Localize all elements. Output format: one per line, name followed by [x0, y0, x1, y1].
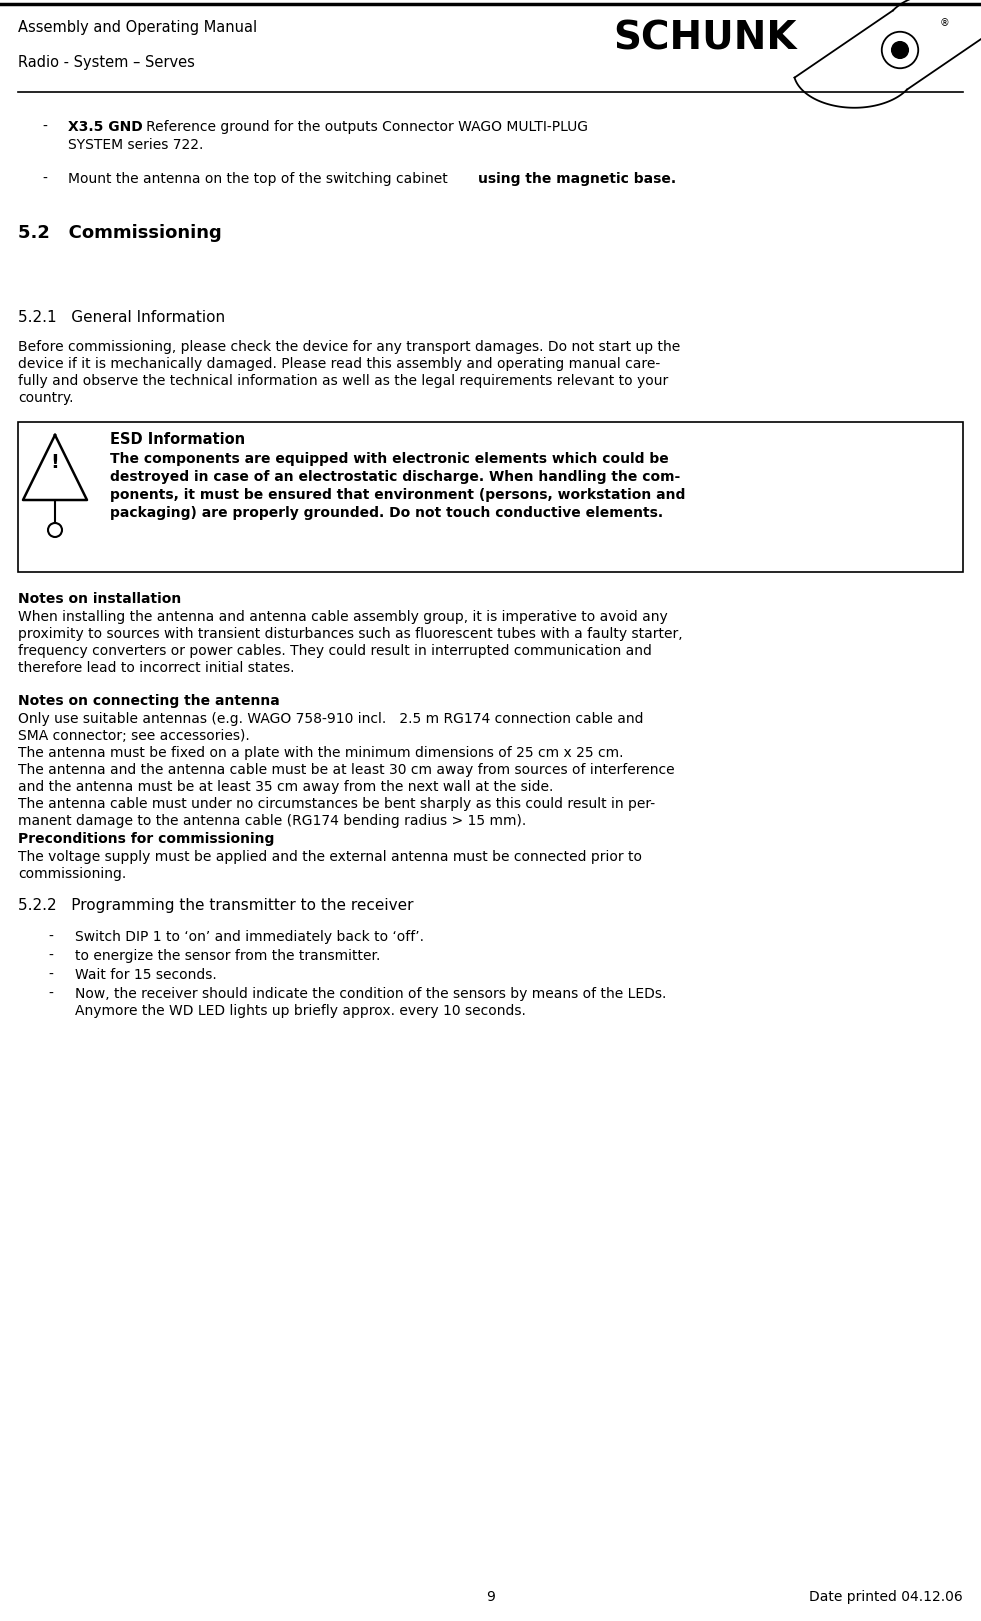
Text: fully and observe the technical information as well as the legal requirements re: fully and observe the technical informat… [18, 374, 668, 387]
Text: The voltage supply must be applied and the external antenna must be connected pr: The voltage supply must be applied and t… [18, 849, 642, 864]
Text: Anymore the WD LED lights up briefly approx. every 10 seconds.: Anymore the WD LED lights up briefly app… [75, 1003, 526, 1018]
Text: Notes on connecting the antenna: Notes on connecting the antenna [18, 694, 280, 708]
Text: proximity to sources with transient disturbances such as fluorescent tubes with : proximity to sources with transient dist… [18, 627, 683, 640]
Text: The components are equipped with electronic elements which could be: The components are equipped with electro… [110, 452, 669, 465]
Text: Switch DIP 1 to ‘on’ and immediately back to ‘off’.: Switch DIP 1 to ‘on’ and immediately bac… [75, 930, 424, 943]
Text: and the antenna must be at least 35 cm away from the next wall at the side.: and the antenna must be at least 35 cm a… [18, 780, 553, 794]
Text: Preconditions for commissioning: Preconditions for commissioning [18, 832, 275, 846]
Text: X3.5 GND: X3.5 GND [68, 120, 143, 135]
Text: country.: country. [18, 391, 74, 405]
Text: -: - [48, 930, 53, 943]
Text: !: ! [51, 452, 60, 472]
Text: The antenna cable must under no circumstances be bent sharply as this could resu: The antenna cable must under no circumst… [18, 798, 655, 810]
Text: When installing the antenna and antenna cable assembly group, it is imperative t: When installing the antenna and antenna … [18, 609, 668, 624]
Bar [18, 421, 963, 572]
Text: ESD Information: ESD Information [110, 433, 245, 447]
Text: Before commissioning, please check the device for any transport damages. Do not : Before commissioning, please check the d… [18, 340, 680, 353]
Text: 5.2.2   Programming the transmitter to the receiver: 5.2.2 Programming the transmitter to the… [18, 898, 414, 913]
Text: -: - [42, 172, 47, 186]
Text: The antenna must be fixed on a plate with the minimum dimensions of 25 cm x 25 c: The antenna must be fixed on a plate wit… [18, 746, 624, 760]
Text: 5.2.1   General Information: 5.2.1 General Information [18, 310, 225, 324]
Text: Date printed 04.12.06: Date printed 04.12.06 [809, 1590, 963, 1605]
Text: SMA connector; see accessories).: SMA connector; see accessories). [18, 729, 250, 742]
Text: Now, the receiver should indicate the condition of the sensors by means of the L: Now, the receiver should indicate the co… [75, 987, 666, 1002]
Text: The antenna and the antenna cable must be at least 30 cm away from sources of in: The antenna and the antenna cable must b… [18, 763, 675, 776]
Text: ponents, it must be ensured that environment (persons, workstation and: ponents, it must be ensured that environ… [110, 488, 686, 503]
Text: -: - [48, 948, 53, 963]
Text: therefore lead to incorrect initial states.: therefore lead to incorrect initial stat… [18, 661, 294, 674]
Text: Mount the antenna on the top of the switching cabinet: Mount the antenna on the top of the swit… [68, 172, 452, 186]
Text: ®: ® [940, 18, 950, 28]
Text: Reference ground for the outputs Connector WAGO MULTI-PLUG: Reference ground for the outputs Connect… [133, 120, 588, 135]
Text: SYSTEM series 722.: SYSTEM series 722. [68, 138, 203, 152]
Text: Notes on installation: Notes on installation [18, 592, 181, 606]
Text: Only use suitable antennas (e.g. WAGO 758-910 incl.   2.5 m RG174 connection cab: Only use suitable antennas (e.g. WAGO 75… [18, 712, 644, 726]
Text: Assembly and Operating Manual: Assembly and Operating Manual [18, 19, 257, 36]
Text: SCHUNK: SCHUNK [613, 19, 797, 58]
Text: Wait for 15 seconds.: Wait for 15 seconds. [75, 968, 217, 982]
Text: device if it is mechanically damaged. Please read this assembly and operating ma: device if it is mechanically damaged. Pl… [18, 357, 660, 371]
Text: -: - [42, 120, 47, 135]
Text: using the magnetic base.: using the magnetic base. [478, 172, 676, 186]
Text: commissioning.: commissioning. [18, 867, 127, 880]
Text: 9: 9 [486, 1590, 495, 1605]
Text: -: - [48, 987, 53, 1002]
Circle shape [882, 32, 918, 68]
Text: manent damage to the antenna cable (RG174 bending radius > 15 mm).: manent damage to the antenna cable (RG17… [18, 814, 526, 828]
Text: Radio - System – Serves: Radio - System – Serves [18, 55, 195, 70]
Text: packaging) are properly grounded. Do not touch conductive elements.: packaging) are properly grounded. Do not… [110, 506, 663, 520]
Text: destroyed in case of an electrostatic discharge. When handling the com-: destroyed in case of an electrostatic di… [110, 470, 680, 485]
Text: to energize the sensor from the transmitter.: to energize the sensor from the transmit… [75, 948, 381, 963]
Text: 5.2   Commissioning: 5.2 Commissioning [18, 224, 222, 242]
Text: frequency converters or power cables. They could result in interrupted communica: frequency converters or power cables. Th… [18, 644, 652, 658]
Circle shape [892, 42, 908, 58]
Text: -: - [48, 968, 53, 982]
